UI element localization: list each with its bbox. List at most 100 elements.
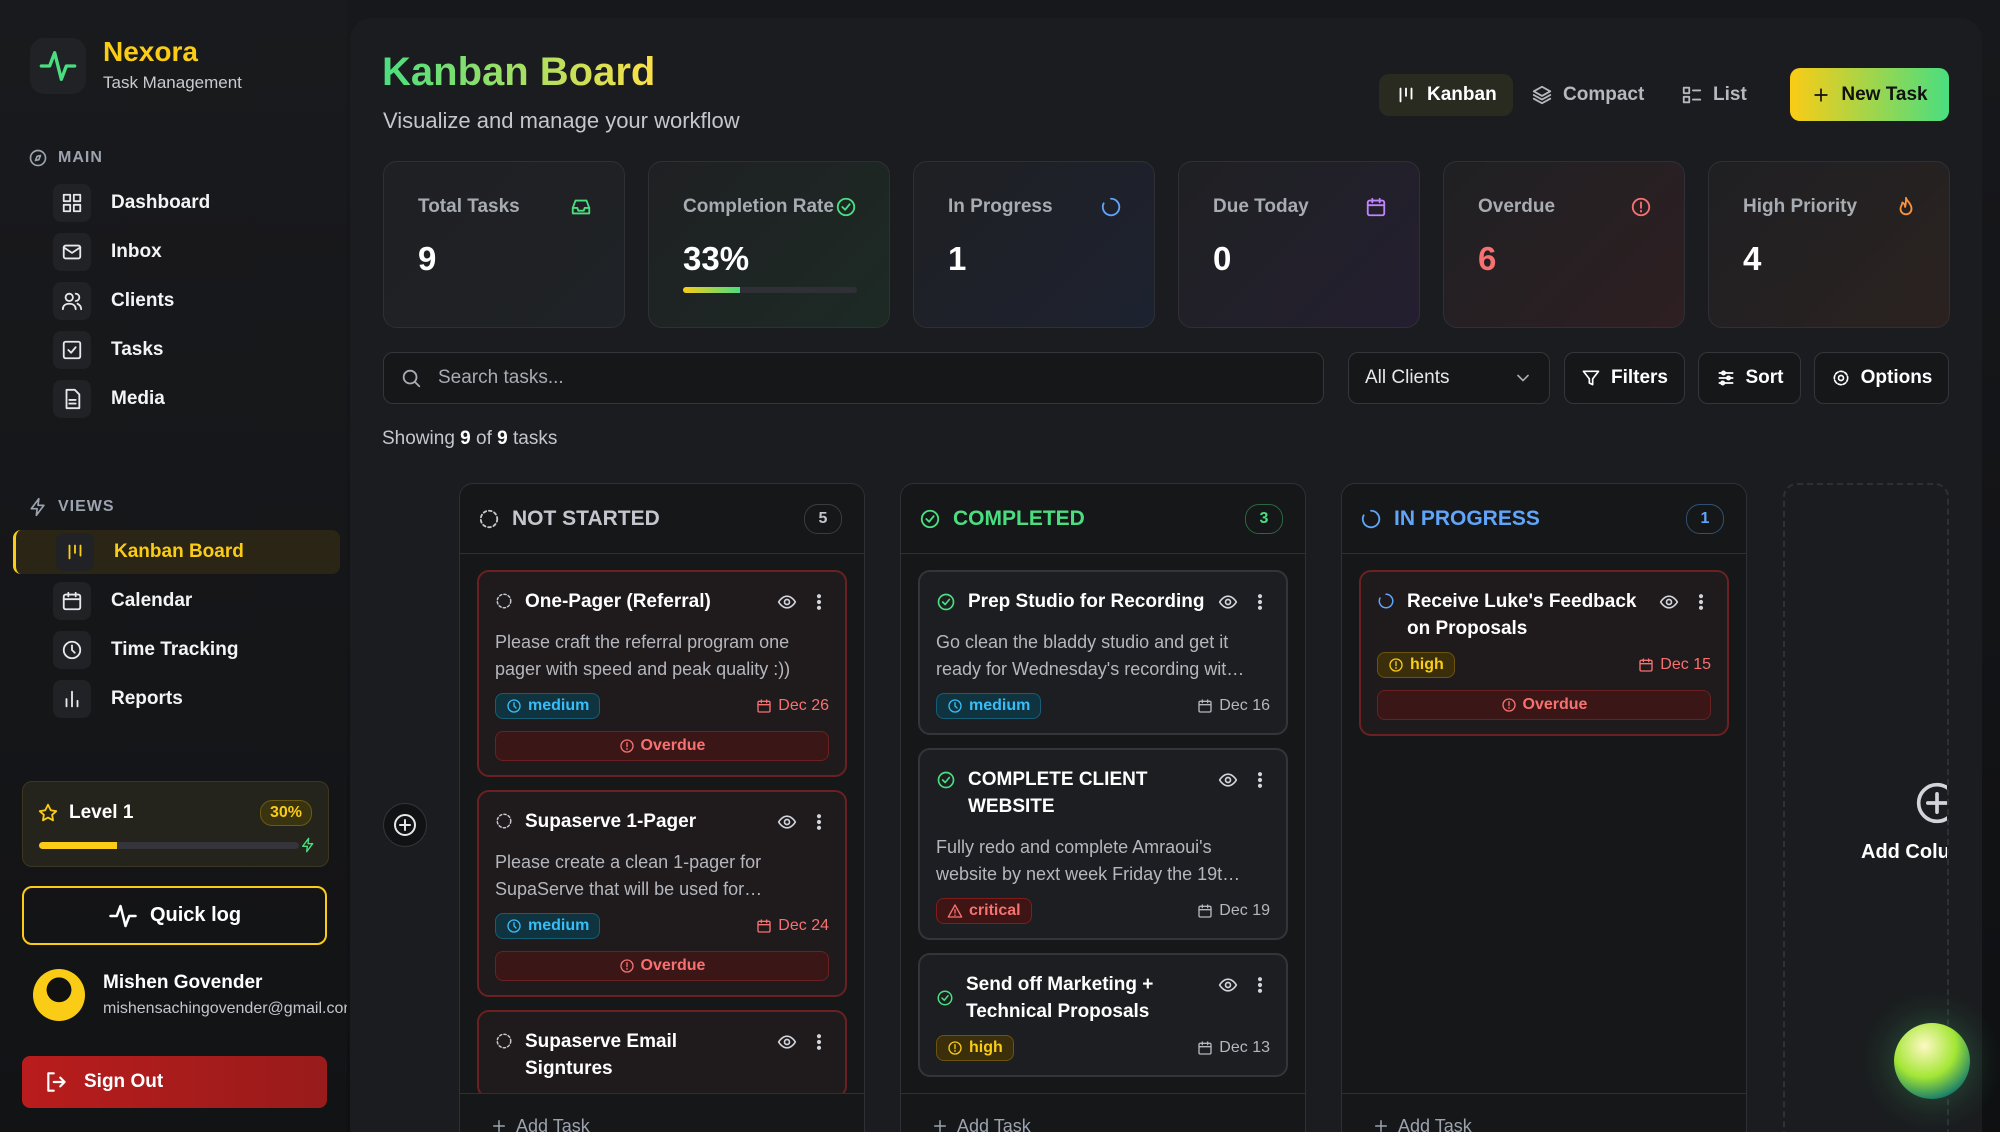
priority-badge: high xyxy=(936,1035,1014,1061)
nav-item[interactable]: Reports xyxy=(13,677,337,721)
chart-icon xyxy=(65,690,79,708)
card-meta: medium Dec 26 xyxy=(495,693,829,719)
add-task[interactable]: Add Task xyxy=(460,1093,864,1132)
star-icon xyxy=(38,803,58,822)
column-count: 5 xyxy=(804,503,842,534)
showing-prefix: Showing xyxy=(382,428,455,449)
priority-badge: medium xyxy=(495,693,601,719)
add-task[interactable]: Add Task xyxy=(1342,1093,1746,1132)
plusc-icon xyxy=(394,814,416,836)
priority-label: critical xyxy=(969,902,1021,919)
nav-label: Calendar xyxy=(111,590,193,611)
priority-badge: medium xyxy=(495,913,601,939)
alert-icon xyxy=(948,1041,962,1055)
bolt-icon xyxy=(30,497,45,517)
dash-icon xyxy=(496,593,512,609)
file-icon xyxy=(65,388,81,410)
okc-icon xyxy=(941,598,951,606)
clock-icon xyxy=(507,699,521,713)
add-column[interactable]: Add Column xyxy=(1783,483,1949,1132)
sliders-icon xyxy=(1718,370,1733,386)
priority-label: high xyxy=(969,1039,1003,1056)
kanban-icon xyxy=(68,544,82,560)
nav-item[interactable]: Clients xyxy=(13,279,337,323)
eye-icon xyxy=(783,818,791,826)
cal-icon xyxy=(62,591,82,611)
user-email: mishensachingovender@gmail.com xyxy=(103,1000,347,1017)
section-title: MAIN xyxy=(58,149,103,166)
task-card[interactable]: COMPLETE CLIENT WEBSITE Fully redo and co… xyxy=(918,748,1288,940)
task-card[interactable]: Supaserve 1-Pager Please create a clean 1… xyxy=(477,790,847,997)
cal-icon xyxy=(757,699,771,713)
sign-out[interactable]: Sign Out xyxy=(22,1056,327,1108)
cal-icon xyxy=(757,920,771,933)
mail-icon xyxy=(62,244,82,260)
inbox-icon xyxy=(571,207,591,212)
nav-item[interactable]: Kanban Board xyxy=(13,530,340,574)
view-label: Compact xyxy=(1563,84,1645,105)
nav-icon xyxy=(53,233,91,271)
nav-item[interactable]: Media xyxy=(13,377,337,421)
dots-icon xyxy=(816,1045,822,1050)
new-task[interactable]: New Task xyxy=(1790,68,1949,121)
cal-icon xyxy=(757,699,771,706)
eye-icon xyxy=(783,1038,791,1046)
add-left[interactable] xyxy=(383,803,427,847)
dots-icon xyxy=(816,814,822,830)
add-task[interactable]: Add Task xyxy=(901,1093,1305,1132)
cal-icon xyxy=(1198,700,1212,713)
check-icon xyxy=(62,340,82,360)
nav-icon xyxy=(53,631,91,669)
toolbar-button[interactable]: Filters xyxy=(1564,352,1685,404)
stat-card: Overdue 6 xyxy=(1443,161,1685,328)
nav-item[interactable]: Inbox xyxy=(13,230,337,274)
alert-icon xyxy=(948,1041,962,1055)
section-title: VIEWS xyxy=(58,498,115,515)
quick-log[interactable]: Quick log xyxy=(22,886,327,945)
spin-icon xyxy=(1101,197,1121,217)
okc-icon xyxy=(937,771,955,789)
search[interactable]: Search tasks... xyxy=(383,352,1324,404)
task-card[interactable]: One-Pager (Referral) Please craft the ref… xyxy=(477,570,847,777)
grid-icon xyxy=(72,193,82,203)
task-card[interactable]: Send off Marketing + Technical Proposals… xyxy=(918,953,1288,1077)
nav-label: Time Tracking xyxy=(111,639,239,660)
nav-item[interactable]: Tasks xyxy=(13,328,337,372)
due-label: Dec 15 xyxy=(1660,656,1711,673)
dots-icon xyxy=(1257,988,1263,993)
view-button[interactable]: List xyxy=(1665,74,1763,116)
sliders-icon xyxy=(1719,380,1725,386)
clock-icon xyxy=(513,922,517,929)
okc-icon xyxy=(836,197,856,217)
task-card[interactable]: Prep Studio for Recording Go clean the bl… xyxy=(918,570,1288,735)
nav-item[interactable]: Dashboard xyxy=(13,181,337,225)
cal-icon xyxy=(1198,904,1212,918)
task-card[interactable]: Receive Luke's Feedback on Proposals high… xyxy=(1359,570,1729,736)
dash-icon xyxy=(496,1033,512,1049)
toolbar-button[interactable]: Sort xyxy=(1698,352,1801,404)
card-header: Send off Marketing + Technical Proposals xyxy=(936,971,1270,1025)
spin-icon xyxy=(1378,593,1394,609)
okc-icon xyxy=(920,509,940,528)
view-label: Kanban xyxy=(1427,84,1497,105)
card-meta: medium Dec 24 xyxy=(495,913,829,939)
client-select[interactable]: All Clients xyxy=(1348,352,1550,404)
toolbar-button[interactable]: Options xyxy=(1814,352,1949,404)
view-button[interactable]: Kanban xyxy=(1379,74,1513,116)
tri-icon xyxy=(947,904,963,918)
nav-item[interactable]: Time Tracking xyxy=(13,628,337,672)
stat-label: Overdue xyxy=(1478,196,1556,217)
view-button[interactable]: Compact xyxy=(1515,74,1660,116)
task-card[interactable]: Supaserve Email Signtures xyxy=(477,1010,847,1098)
pulse-icon xyxy=(109,904,137,927)
cal-icon xyxy=(62,591,82,601)
clock-icon xyxy=(507,919,521,933)
card-header: One-Pager (Referral) xyxy=(495,588,829,615)
nav-item[interactable]: Calendar xyxy=(13,579,337,623)
chev-icon xyxy=(1517,374,1529,382)
cal-icon xyxy=(1198,699,1212,706)
plus-icon xyxy=(1814,87,1829,102)
due-date: Dec 15 xyxy=(1638,656,1711,674)
dots-icon xyxy=(1257,772,1263,788)
sliders-icon xyxy=(1720,370,1726,376)
